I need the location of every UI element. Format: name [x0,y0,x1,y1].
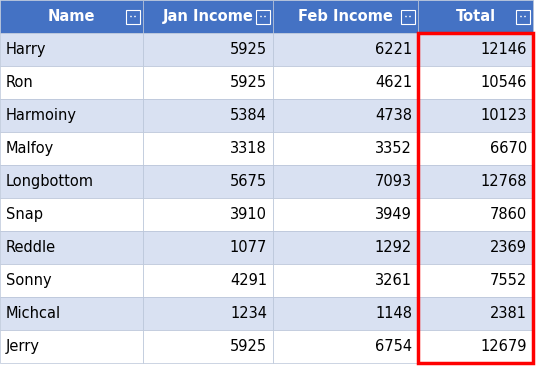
Text: 7093: 7093 [375,174,412,189]
Bar [143,198,273,231]
Text: 3949: 3949 [375,207,412,222]
Text: Harry: Harry [6,42,46,57]
Text: 1148: 1148 [375,306,412,321]
Bar [143,165,273,198]
Bar [418,132,533,165]
Text: 10123: 10123 [480,108,527,123]
Bar [418,330,533,363]
Bar [143,0,273,33]
Text: Malfoy: Malfoy [6,141,54,156]
Bar [418,33,533,66]
Bar [256,10,270,23]
Text: Feb Income: Feb Income [298,9,393,24]
Text: 4291: 4291 [230,273,267,288]
Bar [418,33,533,363]
Bar [273,198,418,231]
Bar [418,99,533,132]
Text: 4621: 4621 [375,75,412,90]
Text: 5384: 5384 [230,108,267,123]
Text: Longbottom: Longbottom [6,174,94,189]
Text: Snap: Snap [6,207,43,222]
Bar [0,0,143,33]
Bar [126,10,140,23]
Text: 12679: 12679 [480,339,527,354]
Bar [418,198,533,231]
Bar [401,10,415,23]
Text: 7860: 7860 [490,207,527,222]
Text: 3352: 3352 [375,141,412,156]
Bar [143,330,273,363]
Text: 3318: 3318 [230,141,267,156]
Text: Jerry: Jerry [6,339,40,354]
Text: Harmoiny: Harmoiny [6,108,77,123]
Bar [418,66,533,99]
Text: Jan Income: Jan Income [162,9,253,24]
Text: 12146: 12146 [480,42,527,57]
Bar [143,297,273,330]
Text: Sonny: Sonny [6,273,52,288]
Bar [0,297,143,330]
Text: 6670: 6670 [490,141,527,156]
Bar [143,99,273,132]
Bar [273,330,418,363]
Bar [418,165,533,198]
Text: 3261: 3261 [375,273,412,288]
Text: 1292: 1292 [375,240,412,255]
Bar [273,231,418,264]
Text: 6221: 6221 [375,42,412,57]
Bar [143,132,273,165]
Bar [143,33,273,66]
Bar [273,264,418,297]
Text: Ron: Ron [6,75,34,90]
Text: Total: Total [456,9,495,24]
Text: 12768: 12768 [480,174,527,189]
Bar [0,66,143,99]
Bar [0,165,143,198]
Text: 5675: 5675 [230,174,267,189]
Text: 10546: 10546 [480,75,527,90]
Bar [0,264,143,297]
Bar [273,0,418,33]
Text: 5925: 5925 [230,339,267,354]
Text: 7552: 7552 [490,273,527,288]
Bar [0,231,143,264]
Text: 5925: 5925 [230,42,267,57]
Bar [143,231,273,264]
Bar [418,0,533,33]
Bar [143,264,273,297]
Bar [516,10,530,23]
Bar [273,33,418,66]
Text: 5925: 5925 [230,75,267,90]
Text: 2381: 2381 [490,306,527,321]
Bar [273,99,418,132]
Text: Name: Name [48,9,95,24]
Bar [418,297,533,330]
Text: 2369: 2369 [490,240,527,255]
Text: 1234: 1234 [230,306,267,321]
Bar [273,132,418,165]
Text: 3910: 3910 [230,207,267,222]
Bar [143,66,273,99]
Bar [418,264,533,297]
Bar [273,297,418,330]
Bar [0,330,143,363]
Bar [0,33,143,66]
Bar [0,99,143,132]
Text: Reddle: Reddle [6,240,56,255]
Text: 4738: 4738 [375,108,412,123]
Bar [273,165,418,198]
Bar [418,231,533,264]
Bar [0,132,143,165]
Bar [273,66,418,99]
Text: Michcal: Michcal [6,306,61,321]
Text: 6754: 6754 [375,339,412,354]
Text: 1077: 1077 [230,240,267,255]
Bar [0,198,143,231]
